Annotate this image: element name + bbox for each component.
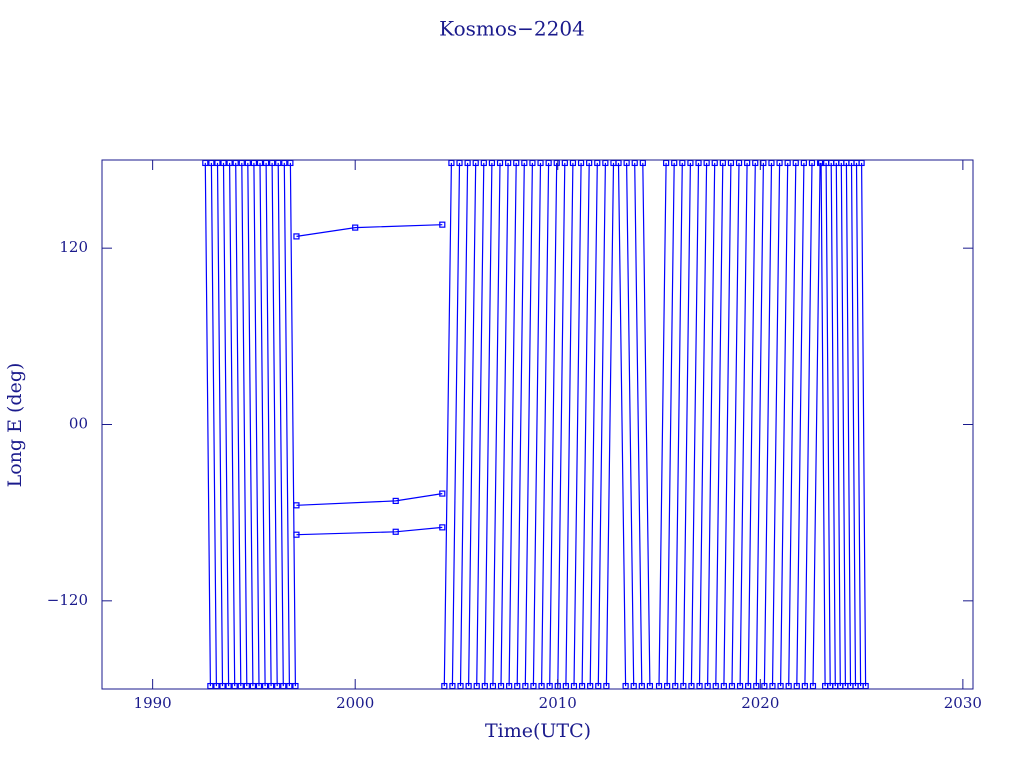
y-tick-label: −120	[47, 591, 88, 609]
data-marker	[293, 233, 300, 240]
data-marker	[392, 528, 399, 535]
y-tick-label: 00	[69, 415, 88, 433]
data-line	[204, 162, 867, 687]
x-tick-label: 2020	[741, 694, 779, 712]
x-tick-label: 1990	[134, 694, 172, 712]
y-axis-label: Long E (deg)	[4, 363, 26, 488]
data-marker	[293, 502, 300, 509]
data-marker	[352, 224, 359, 231]
y-tick-label: 120	[59, 238, 88, 256]
data-marker	[439, 221, 446, 228]
data-marker	[293, 531, 300, 538]
chart-title: Kosmos−2204	[439, 17, 585, 41]
data-marker	[392, 497, 399, 505]
x-tick-label: 2000	[336, 694, 374, 712]
x-axis-label: Time(UTC)	[485, 720, 591, 742]
x-tick-label: 2010	[539, 694, 577, 712]
data-marker	[439, 490, 446, 497]
x-tick-label: 2030	[944, 694, 982, 712]
data-marker	[439, 524, 446, 531]
